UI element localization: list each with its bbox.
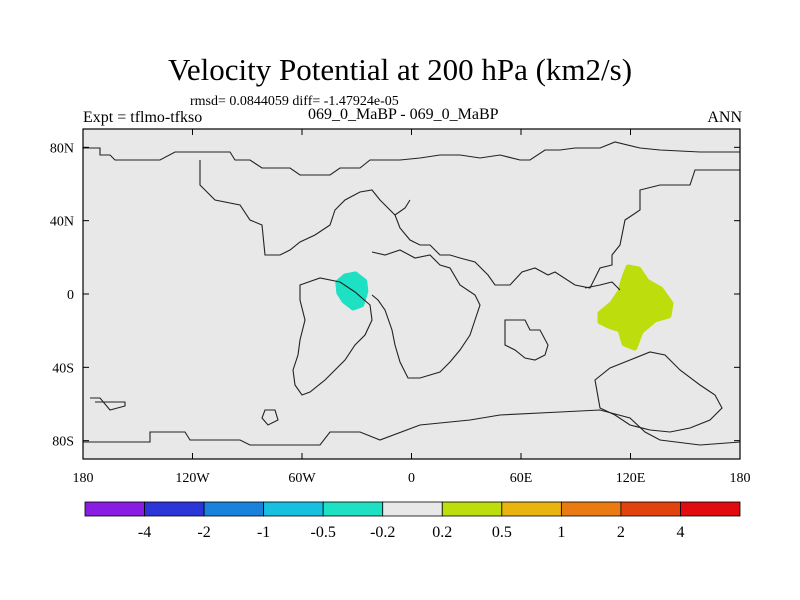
colorbar-label: -0.2	[370, 524, 395, 541]
colorbar-swatch	[203, 501, 265, 517]
x-tick-label: 60E	[510, 471, 533, 486]
colorbar-label: -1	[257, 524, 270, 541]
x-tick-label: 0	[408, 471, 415, 486]
coastlines	[83, 141, 741, 446]
colorbar-label: -4	[138, 524, 151, 541]
y-tick-label: 0	[67, 288, 74, 303]
chart-title: Velocity Potential at 200 hPa (km2/s)	[167, 52, 633, 87]
colorbar-swatch	[382, 501, 443, 517]
season-label: ANN	[707, 109, 742, 126]
colorbar-swatch	[84, 501, 145, 517]
negative-anomaly	[335, 271, 369, 311]
colorbar-swatch	[144, 501, 205, 517]
colorbar-swatch	[441, 501, 503, 517]
colorbar-label: -2	[197, 524, 210, 541]
colorbar-swatch	[263, 501, 324, 517]
positive-anomaly	[597, 264, 674, 351]
colorbar-label: 0.2	[432, 524, 452, 541]
x-tick-label: 120E	[616, 471, 646, 486]
case-label: 069_0_MaBP - 069_0_MaBP	[308, 106, 499, 123]
y-tick-label: 40N	[50, 215, 74, 230]
x-tick-label: 60W	[288, 471, 316, 486]
colorbar-swatch	[560, 501, 622, 517]
colorbar-label: 4	[676, 524, 684, 541]
x-tick-label: 120W	[175, 471, 210, 486]
colorbar-swatch	[501, 501, 562, 517]
colorbar-swatch	[680, 501, 741, 517]
y-tick-label: 40S	[52, 361, 74, 376]
colorbar-swatch	[620, 501, 681, 517]
x-tick-label: 180	[730, 471, 751, 486]
colorbar-label: -0.5	[311, 524, 336, 541]
x-tick-label: 180	[73, 471, 94, 486]
y-tick-label: 80N	[50, 141, 74, 156]
colorbar-label: 0.5	[492, 524, 512, 541]
experiment-label: Expt = tflmo-tfkso	[83, 109, 203, 126]
colorbar-swatch	[322, 501, 384, 517]
colorbar-label: 1	[557, 524, 565, 541]
stats-label: rmsd= 0.0844059 diff= -1.47924e-05	[190, 94, 399, 109]
colorbar-label: 2	[617, 524, 625, 541]
y-tick-label: 80S	[52, 435, 74, 450]
